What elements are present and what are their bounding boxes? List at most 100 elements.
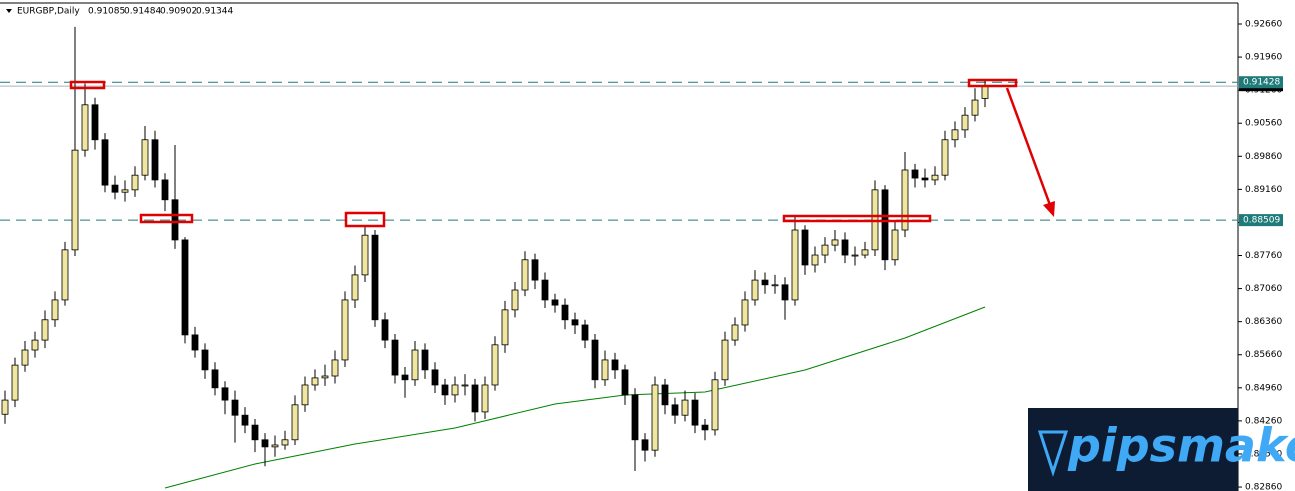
candle-body xyxy=(611,359,619,371)
support-box xyxy=(344,211,386,228)
candle-body xyxy=(601,359,609,381)
watermark-box xyxy=(1028,408,1238,491)
arrow-head xyxy=(1043,201,1055,217)
candle-body xyxy=(851,254,859,257)
candle-body xyxy=(41,319,49,341)
candle-body xyxy=(191,334,199,351)
resistance-box xyxy=(69,80,106,90)
y-tick-label: 0.87760 xyxy=(1245,251,1282,261)
candle-body xyxy=(791,229,799,301)
candle-body xyxy=(441,384,449,396)
candle-body xyxy=(451,384,459,396)
header-close: 0.91344 xyxy=(196,7,233,17)
candle-body xyxy=(221,387,229,401)
watermark-icon xyxy=(1037,430,1069,477)
candle-body xyxy=(131,174,139,191)
y-tick-label: 0.91960 xyxy=(1245,53,1282,63)
candle-body xyxy=(641,439,649,451)
candle-body xyxy=(951,129,959,141)
candle-body xyxy=(821,244,829,256)
candle-body xyxy=(501,309,509,346)
candle-body xyxy=(391,339,399,376)
y-tick-label: 0.84260 xyxy=(1245,416,1282,426)
candle-body xyxy=(721,339,729,381)
header: EURGBP,Daily 0.91085 0.91484 0.90902 0.9… xyxy=(6,7,233,17)
candle-body xyxy=(181,239,189,336)
candle-body xyxy=(971,99,979,116)
candle-body xyxy=(31,339,39,351)
y-tick-label: 0.84960 xyxy=(1245,383,1282,393)
candle-body xyxy=(401,374,409,381)
candle-body xyxy=(881,189,889,261)
candle-body xyxy=(631,394,639,441)
arrow xyxy=(1005,87,1052,206)
candle-body xyxy=(261,439,269,448)
candle-body xyxy=(1,399,9,415)
candle-body xyxy=(421,349,429,371)
candle-body xyxy=(51,299,59,321)
annotations xyxy=(69,78,1055,228)
candle-body xyxy=(671,404,679,416)
candle-body xyxy=(561,304,569,321)
candle-body xyxy=(91,104,99,141)
candle-body xyxy=(541,279,549,301)
candle-body xyxy=(121,189,129,193)
candle-body xyxy=(371,234,379,321)
candle-body xyxy=(161,179,169,201)
level-label-box xyxy=(1239,214,1283,227)
candle-body xyxy=(801,229,809,266)
candle-body xyxy=(861,249,869,256)
candle-body xyxy=(231,399,239,416)
candle-body xyxy=(101,139,109,186)
y-tick-label: 0.89160 xyxy=(1245,185,1282,195)
candle-body xyxy=(921,177,929,181)
y-tick-label: 0.83560 xyxy=(1245,449,1282,459)
candle-body xyxy=(291,404,299,441)
candle-body xyxy=(141,139,149,176)
candle-body xyxy=(751,279,759,301)
candle-body xyxy=(361,234,369,276)
candle-body xyxy=(771,284,779,287)
candle-body xyxy=(551,299,559,306)
moving-average xyxy=(164,306,986,489)
candle-body xyxy=(731,324,739,341)
y-tick-label: 0.92660 xyxy=(1245,20,1282,30)
candle-body xyxy=(651,384,659,451)
candle-body xyxy=(321,375,329,379)
header-low: 0.90902 xyxy=(160,7,197,17)
support-box xyxy=(782,214,932,223)
candle-body xyxy=(941,139,949,176)
candle-body xyxy=(351,274,359,301)
level-label-box xyxy=(1239,76,1283,89)
candle-body xyxy=(841,239,849,256)
candle-body xyxy=(341,299,349,361)
candle-body xyxy=(471,384,479,413)
candle-body xyxy=(151,139,159,181)
candle-body xyxy=(481,384,489,413)
candle-body xyxy=(11,364,19,401)
candle-body xyxy=(71,149,79,251)
level-label: 0.88509 xyxy=(1243,216,1280,226)
candle-body xyxy=(591,339,599,381)
symbol: EURGBP,Daily xyxy=(17,7,80,17)
candle-body xyxy=(311,377,319,386)
candle-body xyxy=(681,399,689,416)
candle-body xyxy=(691,399,699,426)
candle-body xyxy=(511,289,519,311)
candle-body xyxy=(581,324,589,341)
candle-body xyxy=(831,239,839,246)
y-tick-label: 0.85660 xyxy=(1245,350,1282,360)
candle-body xyxy=(961,114,969,131)
y-tick-label: 0.82860 xyxy=(1245,483,1282,491)
candle-body xyxy=(741,299,749,326)
watermark: pipsmake xyxy=(1067,419,1295,473)
candle-body xyxy=(531,259,539,281)
candle-body xyxy=(111,184,119,193)
candle-body xyxy=(911,169,919,179)
candle-body xyxy=(761,279,769,286)
candle-body xyxy=(891,229,899,261)
candle-body xyxy=(81,104,89,151)
header-open: 0.91085 xyxy=(88,7,125,17)
candle-body xyxy=(271,444,279,448)
